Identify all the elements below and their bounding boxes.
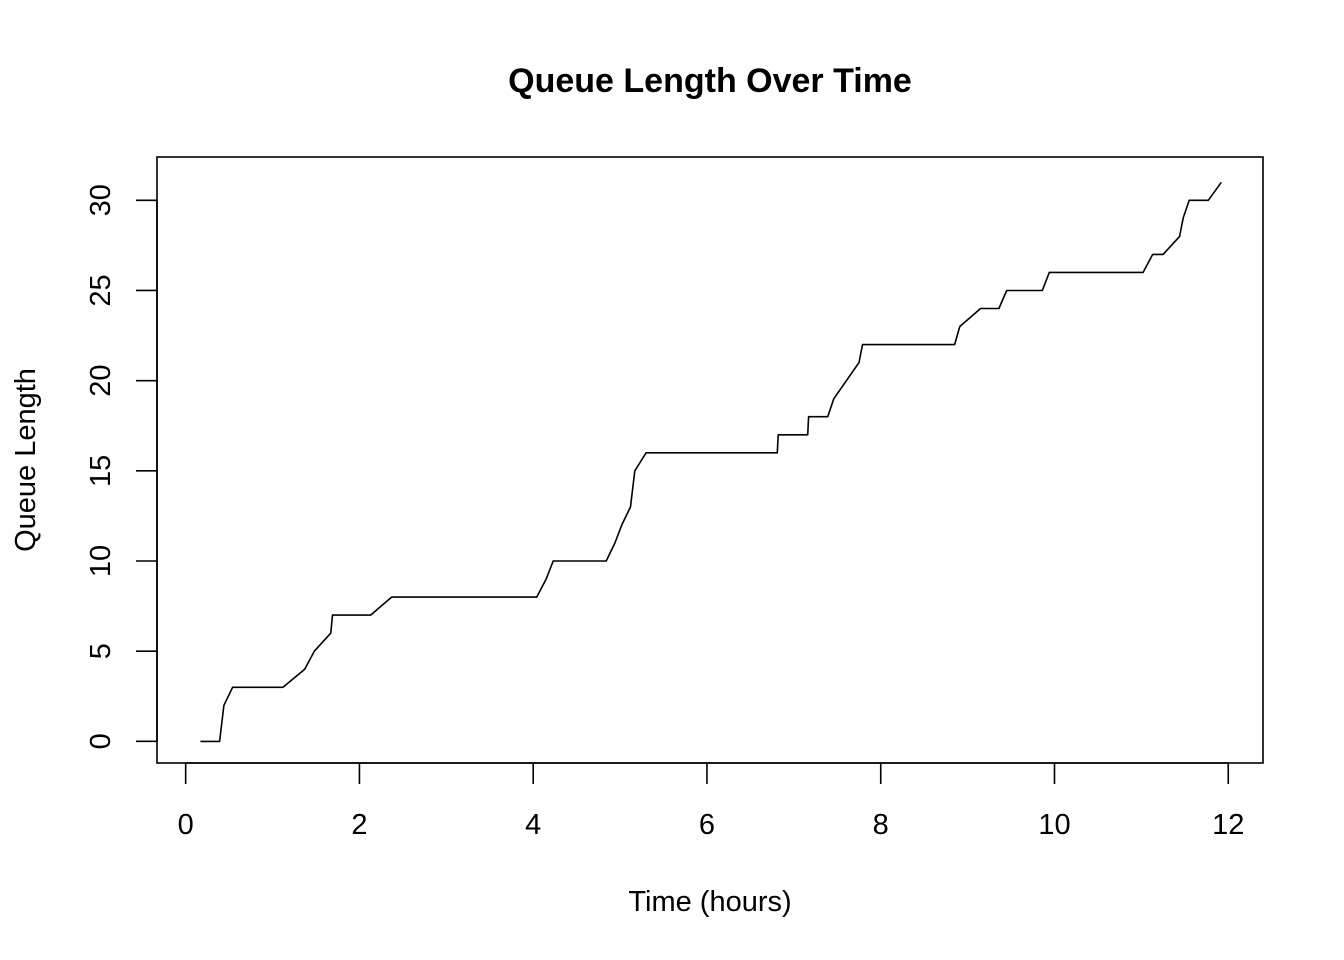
x-tick-label: 2 <box>351 809 367 841</box>
y-tick-label: 25 <box>85 274 117 306</box>
x-tick-label: 10 <box>1038 809 1070 841</box>
x-axis-label: Time (hours) <box>628 886 791 918</box>
chart-title: Queue Length Over Time <box>508 62 912 100</box>
x-tick-label: 8 <box>873 809 889 841</box>
y-tick-label: 30 <box>85 184 117 216</box>
x-axis: 0 2 4 6 8 10 12 <box>178 762 1244 841</box>
y-tick-label: 20 <box>85 365 117 397</box>
x-tick-label: 0 <box>178 809 194 841</box>
y-tick-label: 5 <box>85 643 117 659</box>
y-tick-label: 0 <box>85 733 117 749</box>
series-line-0 <box>200 181 1222 743</box>
y-tick-label: 15 <box>85 455 117 487</box>
plot-frame <box>156 156 1264 764</box>
x-tick-label: 12 <box>1212 809 1244 841</box>
y-axis: 0 5 10 15 20 25 30 <box>85 184 158 749</box>
x-tick-label: 4 <box>525 809 541 841</box>
series-layer <box>200 181 1222 743</box>
y-axis-label: Queue Length <box>10 368 42 552</box>
y-tick-label: 10 <box>85 545 117 577</box>
x-tick-label: 6 <box>699 809 715 841</box>
